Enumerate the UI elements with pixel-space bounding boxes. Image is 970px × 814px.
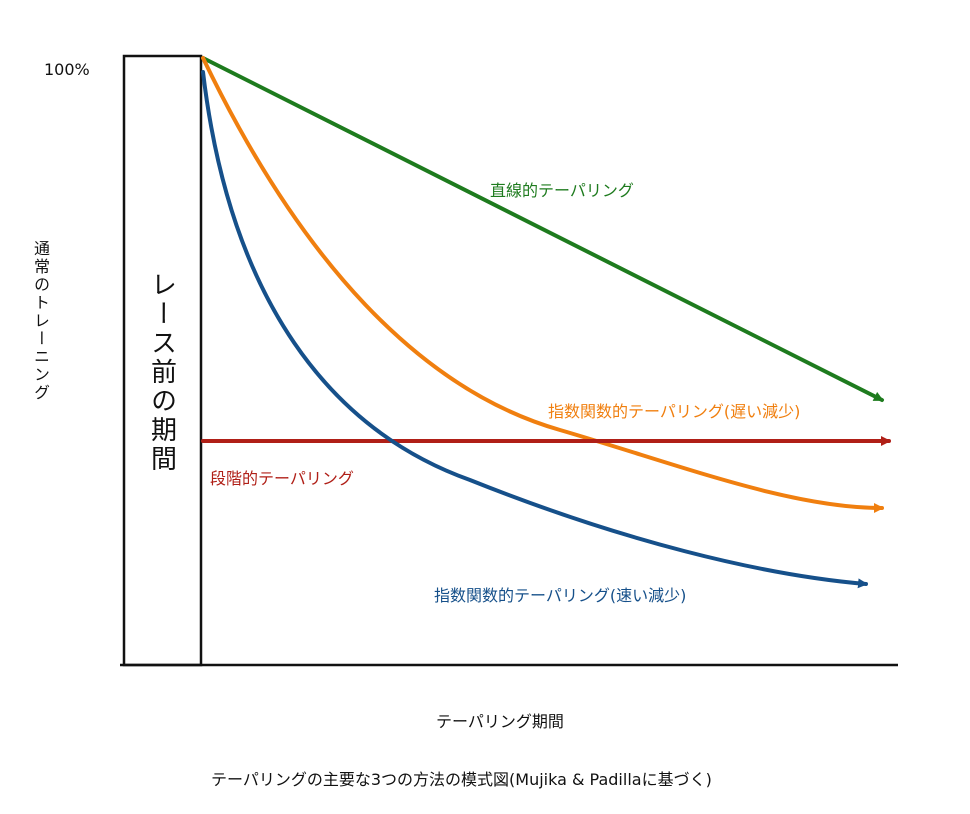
linear-tapering-label: 直線的テーパリング: [490, 181, 634, 200]
y-axis-label: 通常のトレーニング: [31, 240, 50, 402]
x-axis-label: テーパリング期間: [436, 712, 564, 731]
exp-fast-tapering-label: 指数関数的テーパリング(速い減少): [434, 586, 687, 605]
exp-fast-tapering-curve: [201, 70, 868, 589]
exp-slow-tapering-curve: [201, 56, 884, 513]
exp-slow-tapering-label: 指数関数的テーパリング(遅い減少): [548, 402, 801, 421]
pre-race-period-label: レース前の期間: [146, 270, 177, 474]
figure-caption: テーパリングの主要な3つの方法の模式図(Mujika & Padillaに基づく…: [211, 770, 712, 789]
linear-tapering-line: [201, 56, 884, 402]
y-tick-100-label: 100%: [44, 60, 90, 79]
step-tapering-label: 段階的テーパリング: [210, 469, 354, 488]
pre-race-period-box: [122, 54, 203, 667]
